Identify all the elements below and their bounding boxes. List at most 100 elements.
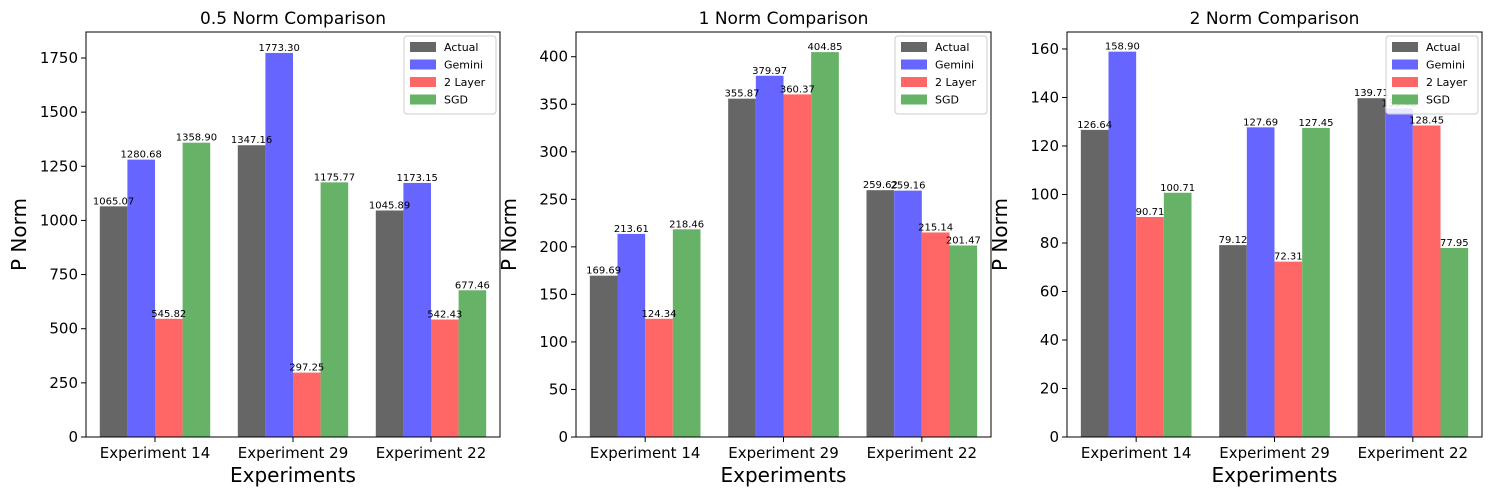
legend-entry-gemini: Gemini xyxy=(935,59,974,72)
data-label: 1773.30 xyxy=(259,43,300,54)
y-tick-label: 250 xyxy=(49,374,78,392)
y-tick-label: 1500 xyxy=(40,103,78,121)
plot-frame xyxy=(85,31,501,438)
bar-sgd xyxy=(1163,192,1192,437)
x-tick-label: Experiment 14 xyxy=(100,444,211,462)
data-label: 1065.07 xyxy=(93,196,134,207)
x-tick-label: Experiment 22 xyxy=(376,444,487,462)
x-tick-label: Experiment 29 xyxy=(728,444,839,462)
data-label: 128.45 xyxy=(1409,115,1444,126)
bar-2-layer xyxy=(1412,125,1441,438)
y-axis-label: P Norm xyxy=(988,198,1012,271)
y-tick-label: 160 xyxy=(1030,40,1059,58)
x-tick-label: Experiment 29 xyxy=(1219,444,1330,462)
x-tick-label: Experiment 14 xyxy=(1081,444,1192,462)
bar-2-layer xyxy=(431,319,459,437)
bar-actual xyxy=(866,190,895,437)
data-label: 79.12 xyxy=(1219,235,1248,246)
plot-frame xyxy=(1066,31,1483,438)
y-tick-label: 1000 xyxy=(40,211,78,229)
x-tick-label: Experiment 29 xyxy=(238,444,349,462)
x-tick-label: Experiment 22 xyxy=(1358,444,1469,462)
legend-entry-2-layer: 2 Layer xyxy=(1426,76,1468,89)
plot-frame xyxy=(575,31,992,438)
legend-swatch xyxy=(1392,94,1418,105)
legend-swatch xyxy=(901,77,927,87)
y-tick-label: 100 xyxy=(1030,185,1059,203)
legend-entry-actual: Actual xyxy=(1426,41,1460,54)
data-label: 677.46 xyxy=(455,280,490,291)
y-axis-label: P Norm xyxy=(7,198,31,271)
chart-title: 0.5 Norm Comparison xyxy=(200,9,386,29)
data-label: 124.34 xyxy=(642,309,677,320)
y-tick-label: 60 xyxy=(1040,282,1059,300)
bar-2-layer xyxy=(155,318,183,437)
y-tick-label: 750 xyxy=(49,266,78,284)
y-tick-label: 300 xyxy=(539,143,568,161)
data-label: 379.97 xyxy=(752,66,787,77)
data-label: 1280.68 xyxy=(121,150,162,161)
bar-actual xyxy=(375,210,404,437)
y-tick-label: 40 xyxy=(1040,331,1059,349)
y-tick-label: 0 xyxy=(558,428,568,446)
bar-gemini xyxy=(1108,51,1137,438)
data-labels-group: 169.69 213.61 124.34 218.46 355.87 379.97 360.… xyxy=(586,42,981,320)
data-label: 127.69 xyxy=(1243,117,1278,128)
legend-entry-actual: Actual xyxy=(935,41,969,54)
y-tick-label: 1750 xyxy=(40,49,78,67)
chart-title: 2 Norm Comparison xyxy=(1190,9,1360,29)
bar-gemini xyxy=(127,159,155,437)
data-label: 1358.90 xyxy=(176,133,217,144)
legend: Actual Gemini 2 Layer SGD xyxy=(894,35,988,115)
bar-sgd xyxy=(458,290,487,437)
data-label: 545.82 xyxy=(151,309,186,320)
y-tick-label: 400 xyxy=(539,48,568,66)
chart-panel-3: 2 Norm Comparison 126.64 158.90 90.71 100.71… xyxy=(988,9,1483,487)
legend-swatch xyxy=(1392,42,1418,52)
bar-2-layer xyxy=(645,318,673,437)
data-label: 218.46 xyxy=(669,219,704,230)
legend: Actual Gemini 2 Layer SGD xyxy=(403,35,497,115)
y-tick-label: 140 xyxy=(1030,88,1059,106)
bar-actual xyxy=(1080,129,1109,438)
bar-gemini xyxy=(403,182,431,437)
bar-sgd xyxy=(811,52,839,438)
bar-sgd xyxy=(949,245,978,437)
data-label: 355.87 xyxy=(725,89,760,100)
bar-actual xyxy=(589,275,618,437)
legend: Actual Gemini 2 Layer SGD xyxy=(1385,35,1479,115)
data-label: 1173.15 xyxy=(397,173,438,184)
y-tick-label: 20 xyxy=(1040,379,1059,397)
data-label: 213.61 xyxy=(614,224,649,235)
data-label: 259.62 xyxy=(863,180,898,191)
y-tick-label: 150 xyxy=(539,285,568,303)
bar-gemini xyxy=(265,52,293,437)
bars-group xyxy=(1080,51,1469,438)
bar-sgd xyxy=(182,142,211,437)
bar-sgd xyxy=(1440,247,1469,437)
data-label: 139.71 xyxy=(1354,88,1389,99)
x-tick-label: Experiment 14 xyxy=(590,444,701,462)
chart-panel-2: 1 Norm Comparison 169.69 213.61 124.34 218.4… xyxy=(497,9,992,487)
y-tick-label: 0 xyxy=(68,428,78,446)
bar-actual xyxy=(728,98,756,438)
y-tick-label: 50 xyxy=(549,380,568,398)
bars-group xyxy=(589,52,978,438)
bar-2-layer xyxy=(1274,261,1303,437)
y-tick-label: 500 xyxy=(49,320,78,338)
legend-swatch xyxy=(901,94,927,105)
legend-swatch xyxy=(901,42,927,52)
data-label: 127.45 xyxy=(1299,118,1334,129)
y-tick-label: 120 xyxy=(1030,137,1059,155)
data-label: 90.71 xyxy=(1136,207,1165,218)
data-label: 201.47 xyxy=(946,235,981,246)
data-label: 215.14 xyxy=(918,222,953,233)
data-label: 1347.16 xyxy=(231,135,272,146)
legend-entry-2-layer: 2 Layer xyxy=(444,76,486,89)
legend-entry-gemini: Gemini xyxy=(444,59,483,72)
legend-swatch xyxy=(410,59,436,70)
legend-entry-sgd: SGD xyxy=(935,94,959,107)
data-label: 169.69 xyxy=(586,266,621,277)
x-axis-label: Experiments xyxy=(230,463,356,487)
legend-swatch xyxy=(1392,59,1418,70)
